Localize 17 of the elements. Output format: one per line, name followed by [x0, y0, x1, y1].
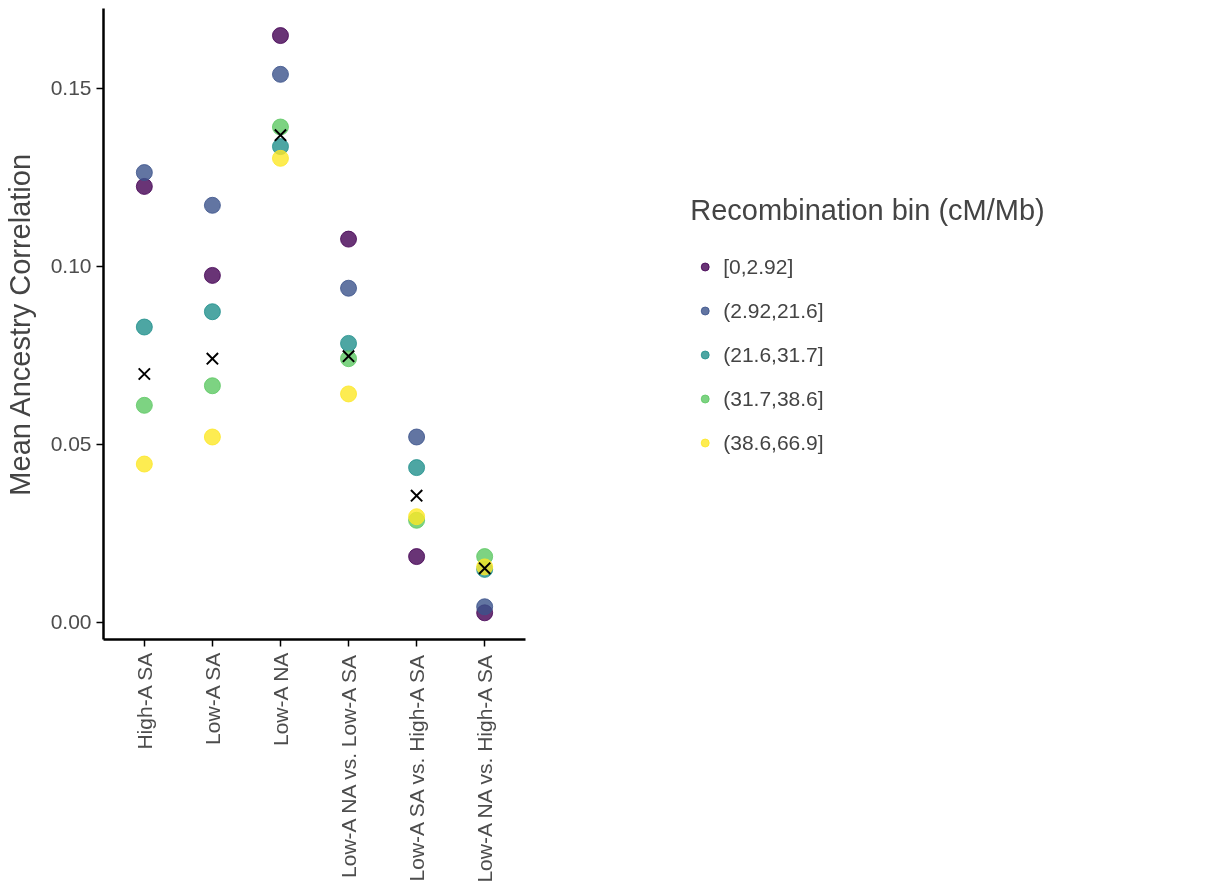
- y-tick-label: 0.00: [50, 610, 92, 634]
- x-tick-label: High-A SA: [132, 652, 156, 750]
- legend-title: Recombination bin (cM/Mb): [690, 193, 1045, 226]
- y-tick-label: 0.10: [50, 254, 92, 278]
- y-axis-title: Mean Ancestry Correlation: [3, 153, 36, 496]
- legend-label: [0,2.92]: [723, 254, 794, 278]
- legend-label: (2.92,21.6]: [723, 298, 824, 322]
- x-tick-label: Low-A NA: [268, 652, 292, 747]
- x-tick-label: Low-A NA vs. High-A SA: [473, 654, 497, 883]
- y-tick-label: 0.05: [50, 432, 92, 456]
- x-tick-label: Low-A NA vs. Low-A SA: [337, 654, 361, 878]
- y-tick-label: 0.15: [50, 76, 92, 100]
- x-tick-label: Low-A SA: [200, 652, 224, 745]
- x-tick-label: Low-A SA vs. High-A SA: [405, 654, 429, 882]
- legend-label: (31.7,38.6]: [723, 386, 824, 410]
- legend-label: (38.6,66.9]: [723, 430, 824, 454]
- legend-label: (21.6,31.7]: [723, 342, 824, 366]
